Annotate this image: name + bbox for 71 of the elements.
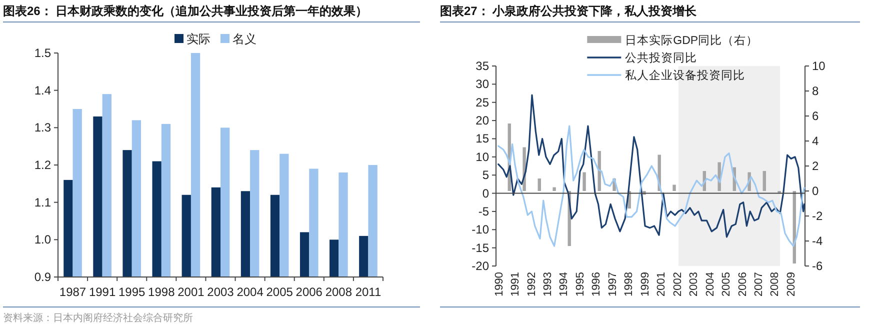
y-tick-label: 1.2	[34, 158, 52, 172]
x-tick-label: 2005	[720, 272, 733, 296]
y-tick-label: 15	[476, 132, 490, 146]
x-tick-label: 2004	[236, 285, 264, 299]
x-tick-label: 1991	[88, 285, 116, 299]
x-tick-label: 2006	[296, 285, 323, 299]
y-tick-label: -5	[478, 204, 490, 218]
chart-title: 图表27： 小泉政府公共投资下降，私人投资增长	[440, 4, 698, 18]
x-tick-label: 1999	[639, 272, 652, 296]
legend-label: 实际	[186, 32, 210, 46]
x-tick-label: 2007	[753, 272, 766, 296]
y2-tick-label: 2	[812, 159, 819, 173]
legend-label: 公共投资同比	[625, 52, 698, 64]
x-tick-label: 2001	[656, 272, 668, 296]
x-tick-label: 2003	[688, 272, 700, 296]
y2-tick-label: 8	[812, 84, 819, 98]
x-tick-label: 2002	[672, 272, 684, 296]
y-tick-label: -10	[472, 222, 490, 237]
y-tick-label: -15	[472, 240, 490, 255]
y-tick-label: 20	[476, 114, 490, 128]
y2-tick-label: 6	[812, 109, 819, 123]
x-tick-label: 1992	[526, 272, 538, 296]
x-tick-label: 1998	[148, 285, 176, 299]
y-tick-label: 1.5	[34, 46, 52, 60]
y-tick-label: 1.0	[34, 232, 52, 247]
y-tick-label: 1.4	[34, 83, 52, 98]
y-tick-label: 0	[482, 186, 490, 200]
y-tick-label: 5	[482, 168, 490, 182]
x-tick-label: 1990	[493, 272, 506, 296]
x-tick-label: 2009	[786, 272, 798, 296]
legend-label: 名义	[232, 32, 256, 46]
x-tick-label: 2005	[266, 285, 294, 299]
x-tick-label: 2004	[704, 272, 716, 296]
x-tick-label: 1997	[606, 272, 619, 296]
bar	[672, 184, 676, 191]
y2-tick-label: 0	[812, 184, 819, 198]
x-tick-label: 2011	[355, 285, 382, 299]
y2-tick-label: 10	[812, 59, 826, 73]
bar	[582, 172, 586, 191]
y2-tick-label: -2	[812, 209, 823, 223]
bar	[552, 187, 556, 191]
x-tick-label: 2006	[736, 272, 749, 296]
legend-label: 私人企业设备投资同比	[625, 69, 746, 82]
y-tick-label: -20	[472, 259, 490, 273]
x-tick-label: 1994	[558, 272, 570, 296]
y2-tick-label: 4	[812, 134, 819, 148]
x-tick-label: 2001	[178, 285, 205, 299]
x-tick-label: 1996	[590, 272, 603, 296]
y-tick-label: 25	[476, 95, 490, 110]
y-tick-label: 10	[476, 150, 490, 164]
text: 资料来源：日本内阁府经济社会综合研究所	[3, 312, 193, 324]
y-tick-label: 1.3	[34, 120, 52, 135]
y-tick-label: 30	[476, 77, 490, 92]
y-tick-label: 0.9	[34, 270, 52, 284]
x-tick-label: 2003	[207, 285, 234, 299]
y-tick-label: 1.1	[34, 195, 52, 210]
chart-title: 图表26： 日本财政乘数的变化（追加公共事业投资后第一年的效果）	[3, 4, 368, 18]
x-tick-label: 2008	[769, 272, 782, 296]
x-tick-label: 1995	[574, 272, 587, 296]
x-tick-label: 1993	[542, 272, 554, 296]
y2-tick-label: -4	[812, 234, 823, 248]
bar	[762, 171, 766, 191]
x-tick-label: 1995	[118, 285, 146, 299]
bar	[538, 178, 541, 191]
x-tick-label: 1998	[623, 272, 636, 296]
x-tick-label: 1987	[59, 285, 86, 299]
x-tick-label: 2008	[325, 285, 352, 299]
legend-label: 日本实际GDP同比（右）	[625, 33, 758, 47]
y-tick-label: 35	[476, 59, 490, 73]
y2-tick-label: -6	[812, 259, 823, 273]
x-tick-label: 1991	[510, 272, 522, 296]
